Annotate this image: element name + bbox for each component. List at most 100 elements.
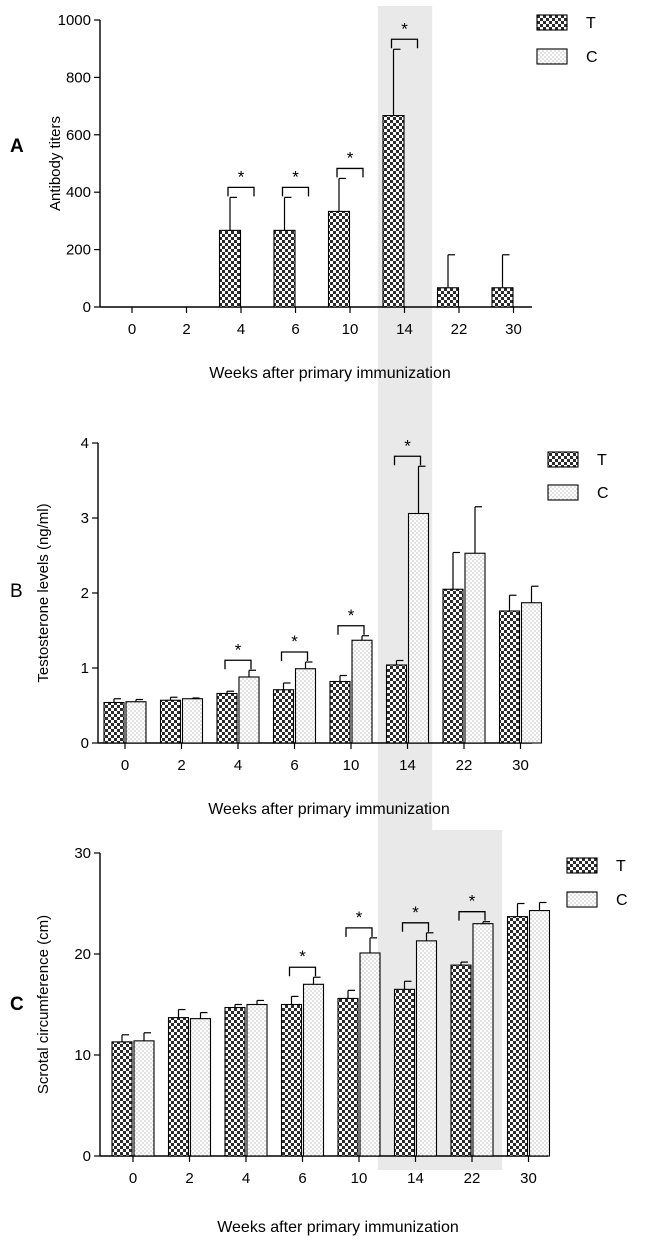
y-tick-label: 0: [81, 735, 89, 752]
bar-t-week-22: [436, 287, 460, 308]
y-tick-label: 4: [81, 435, 89, 452]
significance-marker: *: [469, 892, 476, 911]
x-axis-title: Weeks after primary immunization: [208, 801, 450, 818]
x-tick-label: 14: [396, 321, 413, 338]
significance-marker: *: [291, 632, 298, 651]
bar-t-week-14: [385, 664, 408, 744]
bar-c-week-6: [294, 668, 317, 744]
legend-swatch-c: [566, 891, 598, 908]
bar-c-week-2: [181, 698, 204, 744]
bar-t-week-4: [218, 229, 242, 308]
x-tick-label: 2: [177, 757, 185, 774]
x-axis-title: Weeks after primary immunization: [209, 365, 451, 382]
x-tick-label: 14: [407, 1170, 424, 1187]
x-tick-label: 22: [456, 757, 473, 774]
y-tick-label: 400: [66, 184, 91, 201]
significance-marker: *: [356, 908, 363, 927]
significance-marker: *: [348, 606, 355, 625]
y-tick-label: 0: [83, 1148, 91, 1165]
bar-t-week-2: [167, 1017, 190, 1157]
significance-marker: *: [401, 19, 408, 38]
x-tick-label: 30: [505, 321, 522, 338]
y-tick-label: 20: [74, 946, 91, 963]
legend-label-c: C: [586, 49, 598, 66]
bar-c-week-6: [302, 983, 325, 1157]
bar-t-week-6: [272, 689, 295, 744]
legend-swatch-t: [536, 14, 568, 31]
x-tick-label: 4: [242, 1170, 250, 1187]
x-tick-label: 0: [121, 757, 129, 774]
legend-label-c: C: [597, 485, 609, 502]
bar-c-week-4: [238, 676, 260, 744]
bar-c-week-10: [351, 639, 373, 744]
significance-marker: *: [412, 903, 419, 922]
x-tick-label: 10: [343, 757, 360, 774]
significance-bracket: [280, 651, 309, 661]
significance-bracket: [281, 186, 310, 197]
significance-bracket: [390, 38, 419, 49]
significance-bracket: [288, 966, 317, 977]
legend-swatch-t: [566, 857, 598, 874]
bar-c-week-0: [125, 701, 147, 744]
significance-bracket: [337, 625, 365, 635]
shaded-region-layer: [377, 6, 503, 1170]
y-tick-label: 1000: [58, 12, 91, 29]
panel-a: A 0 200 400 600 800 1000 0 2 4 6 10 14 22 30 Antibody t…: [10, 12, 598, 382]
significance-marker: *: [292, 167, 299, 186]
legend-label-t: T: [616, 858, 626, 875]
bar-c-week-4: [246, 1003, 268, 1157]
x-tick-label: 14: [399, 757, 416, 774]
x-tick-label: 0: [129, 1170, 137, 1187]
significance-marker: *: [235, 640, 242, 659]
y-axis-title: Scrotal circumference (cm): [35, 915, 52, 1094]
bar-t-week-30: [506, 916, 529, 1157]
y-axis-title: Antibody titers: [47, 116, 64, 211]
legend-label-t: T: [597, 452, 607, 469]
bar-c-week-10: [359, 952, 381, 1157]
bar-t-week-4: [224, 1006, 246, 1157]
bar-c-week-30: [528, 910, 551, 1157]
significance-bracket: [401, 922, 430, 932]
bar-t-week-22: [450, 964, 472, 1157]
legend-swatch-t: [547, 451, 579, 468]
y-tick-label: 2: [81, 585, 89, 602]
bar-t-week-10: [337, 997, 359, 1157]
significance-marker: *: [347, 148, 354, 167]
bar-t-week-14: [382, 115, 405, 308]
bar-c-week-22: [464, 552, 486, 744]
significance-bracket: [336, 167, 364, 178]
significance-marker: *: [238, 167, 245, 186]
legend-swatch-c: [536, 48, 568, 65]
bar-t-week-0: [111, 1041, 133, 1157]
bar-t-week-6: [280, 1003, 303, 1157]
bar-c-week-30: [520, 602, 543, 744]
x-tick-label: 22: [451, 321, 468, 338]
significance-bracket: [224, 659, 252, 670]
panel-label: B: [10, 581, 23, 602]
x-tick-label: 4: [237, 321, 245, 338]
legend-label-t: T: [586, 15, 596, 32]
x-tick-label: 30: [512, 757, 529, 774]
panel-c: C 0 10 20 30 0 2 4 6 10 14 22 30 Scrotal circumferenc…: [10, 845, 628, 1236]
x-tick-label: 6: [290, 757, 298, 774]
bar-c-week-14: [415, 940, 438, 1157]
x-tick-label: 30: [520, 1170, 537, 1187]
y-tick-label: 1: [81, 660, 89, 677]
y-tick-label: 10: [74, 1047, 91, 1064]
significance-bracket: [345, 927, 373, 937]
x-tick-label: 4: [234, 757, 242, 774]
bar-c-week-14: [407, 512, 430, 744]
legend-label-c: C: [616, 892, 628, 909]
bar-t-week-14: [393, 988, 416, 1157]
y-tick-label: 200: [66, 242, 91, 259]
bar-t-week-10: [327, 210, 351, 308]
significance-marker: *: [299, 947, 306, 966]
bar-t-week-0: [103, 701, 125, 744]
x-tick-label: 10: [351, 1170, 368, 1187]
significance-bracket: [393, 455, 422, 466]
legend-swatch-c: [547, 484, 579, 501]
y-tick-label: 0: [83, 299, 91, 316]
